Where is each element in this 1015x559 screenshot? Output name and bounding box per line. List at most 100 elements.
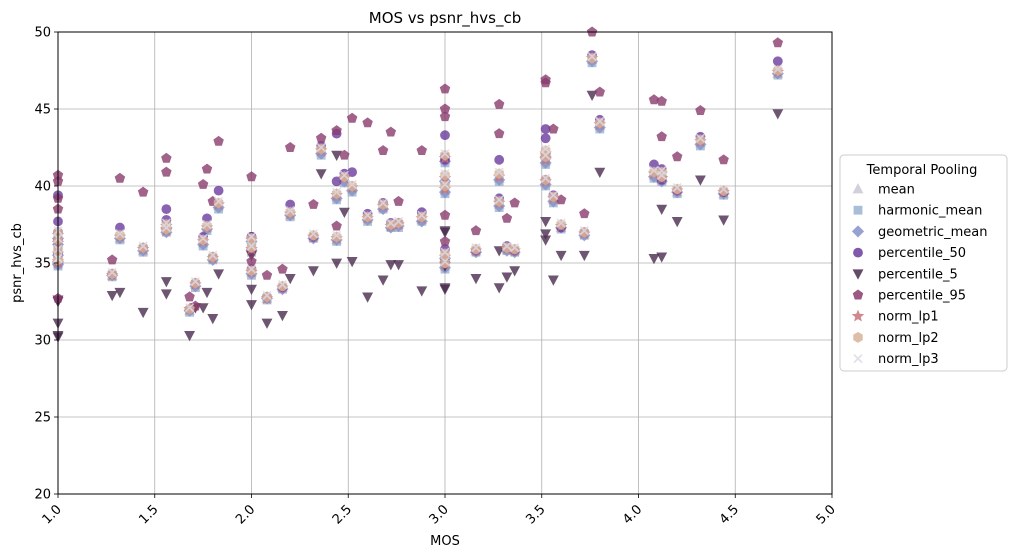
data-point <box>648 253 660 265</box>
legend-label: mean <box>878 183 915 198</box>
data-point <box>213 269 225 280</box>
data-point <box>184 291 195 302</box>
y-tick-label: 25 <box>34 411 51 426</box>
data-point <box>213 185 224 196</box>
data-point <box>547 275 559 286</box>
data-point <box>439 209 451 220</box>
data-point <box>114 172 126 183</box>
data-point <box>213 135 224 146</box>
data-point <box>540 217 552 228</box>
data-point <box>393 216 404 227</box>
data-point <box>160 289 172 300</box>
data-point <box>316 142 326 153</box>
data-point <box>502 241 512 251</box>
data-point <box>377 145 389 156</box>
legend-label: geometric_mean <box>878 225 987 240</box>
data-point <box>671 217 683 228</box>
data-point <box>440 179 450 190</box>
y-tick-label: 20 <box>34 488 51 503</box>
data-point <box>695 133 706 143</box>
data-point <box>339 149 350 160</box>
legend-item: percentile_50 <box>853 246 966 261</box>
legend-label: percentile_50 <box>878 246 966 261</box>
series-percentile-5 <box>52 90 784 343</box>
data-point <box>362 117 373 128</box>
data-point <box>556 218 566 228</box>
data-point <box>160 277 172 288</box>
data-point <box>362 292 374 303</box>
data-point <box>439 111 451 122</box>
legend-marker <box>852 289 864 300</box>
legend-item: mean <box>852 183 915 198</box>
y-tick-label: 30 <box>34 334 51 349</box>
y-tick-label: 45 <box>34 103 51 118</box>
data-point <box>246 241 257 251</box>
data-point <box>161 218 171 228</box>
data-point <box>161 166 172 177</box>
data-point <box>307 266 319 277</box>
data-point <box>201 287 213 299</box>
data-point <box>106 254 118 265</box>
y-tick-label: 50 <box>34 26 51 41</box>
legend-marker <box>852 183 864 194</box>
data-point <box>201 163 213 174</box>
data-point <box>315 169 327 180</box>
data-point <box>772 56 783 67</box>
data-point <box>385 260 397 271</box>
data-point <box>184 303 195 313</box>
data-point <box>493 98 505 109</box>
data-point <box>672 182 682 193</box>
data-point <box>509 197 520 208</box>
data-point <box>208 250 218 260</box>
data-point <box>308 229 319 239</box>
data-point <box>595 116 605 126</box>
legend-marker <box>853 353 863 364</box>
legend-label: norm_lp1 <box>878 310 939 325</box>
data-point <box>346 112 358 123</box>
data-point <box>440 256 450 267</box>
data-point <box>494 195 504 205</box>
data-point <box>501 272 513 283</box>
data-point <box>439 283 451 294</box>
data-point <box>555 250 567 262</box>
legend-marker <box>853 331 863 343</box>
data-point <box>285 206 295 216</box>
data-point <box>184 330 196 342</box>
data-point <box>416 286 428 297</box>
data-point <box>262 290 272 300</box>
data-point <box>198 233 208 243</box>
data-point <box>115 229 125 239</box>
data-point <box>246 232 257 242</box>
data-point <box>331 220 342 231</box>
legend-marker <box>851 309 865 322</box>
data-point <box>439 235 451 246</box>
data-point <box>471 242 481 253</box>
data-point <box>213 196 224 207</box>
legend-item: harmonic_mean <box>853 204 982 219</box>
data-point <box>440 149 450 159</box>
data-point <box>772 37 784 48</box>
data-point <box>656 252 668 263</box>
data-point <box>261 269 273 280</box>
data-point <box>540 74 551 85</box>
data-point <box>501 212 513 223</box>
data-point <box>197 303 209 314</box>
data-point <box>331 150 343 162</box>
legend-item: norm_lp1 <box>851 309 939 325</box>
data-point <box>656 131 667 142</box>
legend-title: Temporal Pooling <box>866 163 978 178</box>
data-point <box>493 246 505 257</box>
chart-title: MOS vs psnr_hvs_cb <box>369 9 521 28</box>
data-point <box>197 178 209 189</box>
data-point <box>386 218 396 228</box>
data-point <box>308 198 319 209</box>
data-point <box>138 241 148 251</box>
data-point <box>493 283 505 294</box>
data-point <box>346 257 358 268</box>
data-point <box>284 142 296 152</box>
data-point <box>331 125 342 136</box>
legend-label: harmonic_mean <box>878 204 982 219</box>
data-point <box>649 165 659 176</box>
data-point <box>540 173 551 183</box>
legend-item: norm_lp3 <box>853 352 939 367</box>
